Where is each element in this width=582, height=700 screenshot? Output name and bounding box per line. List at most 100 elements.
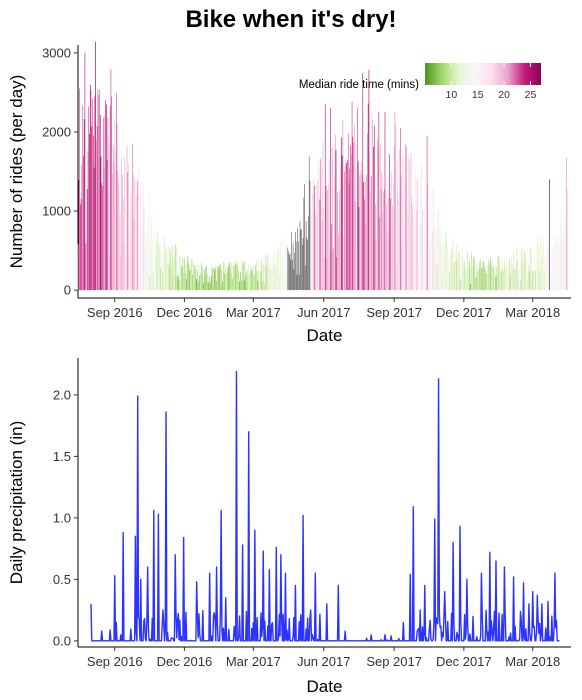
- ride-bar: [390, 172, 392, 291]
- ride-bar: [370, 175, 372, 291]
- ride-bar: [416, 210, 417, 291]
- ride-bar: [252, 269, 253, 291]
- ride-bar: [324, 104, 326, 291]
- ride-bar: [459, 281, 461, 291]
- ride-bar: [442, 273, 443, 291]
- y-axis-label: Number of rides (per day): [7, 75, 26, 269]
- legend-tick-label: 15: [472, 89, 484, 101]
- ride-bar: [239, 281, 240, 291]
- ride-bar: [136, 181, 138, 291]
- ride-bar: [102, 117, 104, 291]
- ride-bar: [232, 278, 233, 291]
- ride-bar: [86, 188, 88, 291]
- ride-bar: [318, 168, 320, 291]
- ride-bar: [377, 147, 379, 291]
- ride-bar: [122, 174, 123, 291]
- ride-bar: [226, 272, 228, 291]
- y-tick-label: 0: [64, 283, 71, 298]
- ride-bar: [218, 269, 220, 291]
- ride-bar: [406, 146, 407, 291]
- ride-bar: [490, 258, 491, 291]
- ride-bar: [301, 244, 303, 291]
- ride-bar: [462, 266, 464, 291]
- ride-bar: [482, 268, 484, 291]
- ride-bar: [496, 267, 498, 291]
- ride-bar: [375, 203, 377, 291]
- ride-bar: [319, 199, 321, 291]
- ride-bar: [399, 128, 401, 291]
- ride-bar: [465, 270, 466, 291]
- ride-bar: [203, 269, 205, 291]
- ride-bar: [532, 270, 534, 291]
- ride-bar: [284, 275, 286, 291]
- ride-bar: [276, 250, 278, 291]
- ride-bar: [324, 257, 325, 291]
- ride-bar: [181, 265, 183, 291]
- ride-bar: [119, 185, 120, 291]
- ride-bar: [170, 251, 171, 291]
- ride-bar: [226, 273, 227, 291]
- ride-bar: [113, 162, 115, 291]
- ride-bar: [341, 137, 342, 291]
- ride-bar: [502, 267, 504, 291]
- ride-bar: [141, 222, 143, 291]
- ride-bar: [142, 182, 144, 291]
- ride-bar: [92, 99, 93, 291]
- ride-bar: [492, 267, 494, 291]
- ride-bar: [385, 236, 387, 291]
- ride-bar: [484, 269, 486, 291]
- ride-bar: [346, 162, 348, 291]
- ride-bar: [553, 246, 555, 291]
- ride-bar: [543, 239, 544, 291]
- ride-bar: [114, 120, 116, 291]
- x-axis-label: Date: [307, 677, 343, 696]
- ride-bar: [537, 261, 539, 291]
- ride-bar: [295, 232, 296, 291]
- ride-bar: [366, 174, 367, 291]
- ride-bar: [231, 262, 233, 291]
- ride-bar: [118, 180, 119, 291]
- ride-bar: [204, 276, 206, 291]
- ride-bar: [255, 265, 256, 291]
- ride-bar: [365, 224, 367, 291]
- ride-bar: [121, 158, 122, 291]
- ride-bar: [124, 157, 126, 291]
- ride-bar: [256, 271, 258, 291]
- ride-bar: [460, 278, 462, 291]
- ride-bar: [175, 278, 177, 291]
- legend-title: Median ride time (mins): [299, 79, 419, 91]
- ride-bar: [483, 261, 485, 291]
- ride-bar: [528, 265, 530, 291]
- ride-bar: [342, 120, 344, 291]
- ride-bar: [233, 265, 234, 291]
- ride-bar: [351, 101, 353, 291]
- ride-bar: [350, 145, 351, 291]
- ride-bar: [410, 153, 412, 291]
- ride-bar: [304, 184, 305, 291]
- ride-bar: [132, 174, 134, 291]
- ride-bar: [151, 239, 153, 291]
- ride-bar: [383, 188, 385, 291]
- ride-bar: [177, 276, 178, 291]
- ride-bar: [564, 213, 566, 291]
- ride-bar: [530, 248, 531, 291]
- ride-bar: [282, 255, 283, 291]
- ride-bar: [192, 274, 194, 291]
- ride-bar: [520, 251, 522, 291]
- ride-bar: [166, 247, 168, 291]
- ride-bar: [171, 245, 173, 291]
- ride-bar: [99, 89, 100, 291]
- ride-bar: [530, 250, 532, 291]
- ride-bar: [551, 253, 553, 291]
- ride-bar: [224, 261, 226, 291]
- ride-bar: [217, 266, 219, 291]
- ride-bar: [424, 207, 426, 291]
- ride-bar: [296, 275, 298, 291]
- ride-bar: [390, 198, 391, 291]
- ride-bar: [81, 164, 83, 291]
- ride-bar: [201, 274, 203, 291]
- ride-bar: [523, 255, 524, 291]
- ride-bar: [155, 255, 157, 291]
- ride-bar: [249, 272, 250, 291]
